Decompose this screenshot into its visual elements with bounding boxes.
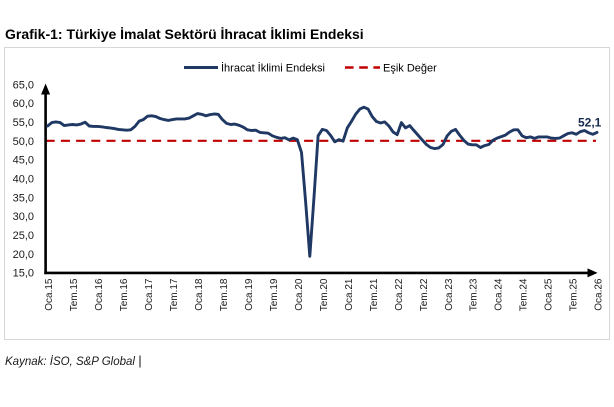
svg-text:Oca.19: Oca.19 — [244, 278, 255, 311]
svg-text:Tem.23: Tem.23 — [469, 278, 480, 311]
svg-text:Eşik Değer: Eşik Değer — [383, 63, 437, 75]
svg-text:60,0: 60,0 — [13, 98, 34, 110]
svg-text:Oca.15: Oca.15 — [44, 278, 55, 311]
svg-text:15,0: 15,0 — [13, 268, 34, 280]
svg-text:Tem.15: Tem.15 — [69, 278, 80, 311]
svg-text:Oca.21: Oca.21 — [344, 278, 355, 311]
svg-text:Oca.20: Oca.20 — [294, 278, 305, 311]
svg-text:Oca.17: Oca.17 — [144, 278, 155, 311]
svg-text:Tem.18: Tem.18 — [219, 278, 230, 311]
svg-text:52,1: 52,1 — [578, 115, 602, 129]
svg-text:Tem.16: Tem.16 — [119, 278, 130, 311]
svg-text:Tem.24: Tem.24 — [519, 278, 530, 311]
svg-text:Oca.26: Oca.26 — [594, 278, 605, 311]
svg-text:Tem.25: Tem.25 — [569, 278, 580, 311]
svg-text:40,0: 40,0 — [13, 174, 34, 186]
svg-text:30,0: 30,0 — [13, 211, 34, 223]
svg-text:65,0: 65,0 — [13, 79, 34, 91]
svg-text:20,0: 20,0 — [13, 249, 34, 261]
svg-text:Oca.23: Oca.23 — [444, 278, 455, 311]
svg-text:Tem.22: Tem.22 — [419, 278, 430, 311]
svg-text:Tem.20: Tem.20 — [319, 278, 330, 311]
svg-text:50,0: 50,0 — [13, 136, 34, 148]
svg-text:Oca.24: Oca.24 — [494, 278, 505, 311]
svg-text:Tem.17: Tem.17 — [169, 278, 180, 311]
svg-text:Tem.19: Tem.19 — [269, 278, 280, 311]
svg-text:Oca.22: Oca.22 — [394, 278, 405, 311]
svg-text:45,0: 45,0 — [13, 155, 34, 167]
svg-text:Oca.16: Oca.16 — [94, 278, 105, 311]
svg-text:Oca.18: Oca.18 — [194, 278, 205, 311]
svg-text:Tem.21: Tem.21 — [369, 278, 380, 311]
svg-text:Oca.25: Oca.25 — [544, 278, 555, 311]
svg-text:25,0: 25,0 — [13, 230, 34, 242]
svg-text:35,0: 35,0 — [13, 192, 34, 204]
svg-text:55,0: 55,0 — [13, 117, 34, 129]
svg-text:İhracat İklimi Endeksi: İhracat İklimi Endeksi — [221, 62, 325, 75]
